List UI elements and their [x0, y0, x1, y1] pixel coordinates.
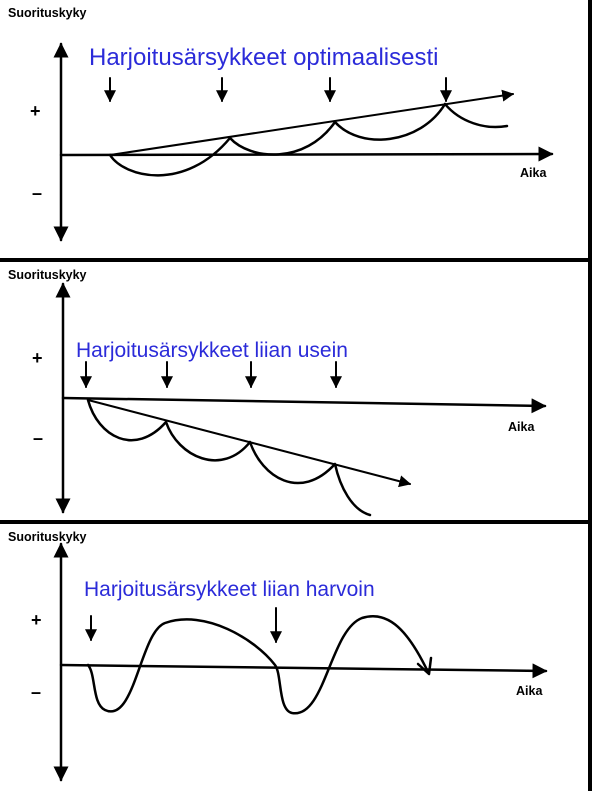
stimulus-arrows: [85, 607, 282, 644]
x-axis-label: Aika: [520, 166, 547, 180]
trend-arrow: [109, 89, 515, 156]
panel-optimal: Suorituskyky Harjoitusärsykkeet optimaal…: [0, 0, 588, 258]
minus-sign: –: [32, 183, 43, 203]
performance-curve: [108, 102, 509, 177]
stimulus-arrows: [80, 361, 342, 389]
panel-title: Harjoitusärsykkeet optimaalisesti: [89, 44, 439, 71]
minus-sign: –: [33, 428, 44, 448]
stimulus-arrows: [104, 77, 452, 103]
x-axis-label: Aika: [516, 684, 543, 698]
y-axis-label: Suorituskyky: [8, 6, 87, 20]
plus-sign: +: [30, 101, 41, 121]
plus-sign: +: [31, 610, 42, 630]
diagram-too-often: [55, 282, 547, 517]
y-axis-label: Suorituskyky: [8, 530, 87, 544]
x-axis-label: Aika: [508, 420, 535, 434]
diagram-too-rarely: [53, 542, 548, 782]
performance-curve: [86, 615, 430, 715]
minus-sign: –: [31, 682, 42, 702]
panel-too-often: Suorituskyky Harjoitusärsykkeet liian us…: [0, 262, 588, 520]
panel-title: Harjoitusärsykkeet liian usein: [76, 339, 348, 362]
diagram-optimal: [53, 42, 554, 242]
curve-arrowhead: [416, 656, 433, 676]
panel-too-rarely: Suorituskyky Harjoitusärsykkeet liian ha…: [0, 524, 588, 791]
plus-sign: +: [32, 348, 43, 368]
performance-curve: [86, 398, 372, 517]
y-axis-label: Suorituskyky: [8, 268, 87, 282]
x-axis: [59, 146, 554, 162]
panel-title: Harjoitusärsykkeet liian harvoin: [84, 578, 375, 601]
x-axis: [61, 396, 547, 414]
x-axis: [59, 663, 548, 679]
